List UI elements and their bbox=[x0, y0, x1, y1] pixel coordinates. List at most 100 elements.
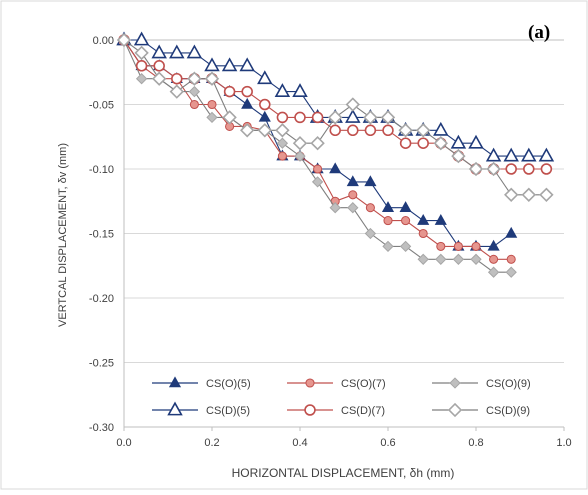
x-tick-label: 1.0 bbox=[556, 437, 571, 449]
data-point bbox=[416, 123, 431, 138]
x-tick-label: 0.2 bbox=[204, 437, 219, 449]
data-point bbox=[417, 137, 429, 149]
data-point bbox=[452, 253, 465, 265]
data-point bbox=[292, 136, 308, 151]
data-point bbox=[274, 83, 291, 98]
data-point bbox=[171, 72, 183, 85]
legend-marker bbox=[449, 377, 461, 389]
data-point bbox=[276, 137, 289, 149]
data-point bbox=[207, 99, 217, 110]
data-point bbox=[468, 134, 484, 149]
data-point bbox=[151, 44, 167, 59]
legend-label: CS(D)(7) bbox=[341, 405, 385, 417]
data-point bbox=[277, 151, 287, 161]
data-point bbox=[365, 203, 375, 213]
data-point bbox=[470, 253, 482, 265]
data-point bbox=[134, 45, 149, 61]
data-point bbox=[153, 60, 165, 72]
data-point bbox=[258, 110, 271, 122]
legend-label: CS(D)(5) bbox=[206, 405, 250, 417]
data-point bbox=[485, 147, 502, 162]
data-point bbox=[292, 83, 308, 98]
legend-item: CS(D)(9) bbox=[432, 402, 530, 418]
data-point bbox=[505, 266, 517, 278]
data-point bbox=[311, 176, 324, 188]
x-axis-label: HORIZONTAL DISPLACEMENT, δh (mm) bbox=[232, 466, 455, 480]
legend-item: CS(O)(7) bbox=[287, 378, 386, 390]
data-point bbox=[187, 71, 202, 86]
data-point bbox=[521, 187, 536, 202]
legend-marker bbox=[447, 402, 463, 418]
data-point bbox=[398, 123, 413, 138]
legend-marker bbox=[305, 378, 315, 388]
data-point bbox=[451, 148, 466, 164]
y-tick-label: -0.15 bbox=[89, 229, 114, 241]
legend: CS(O)(5) CS(O)(7) CS(O)(9) CS(D)(5) CS(D)(7)… bbox=[152, 376, 531, 418]
data-point bbox=[257, 123, 272, 138]
data-point bbox=[486, 161, 501, 177]
data-point bbox=[276, 111, 289, 124]
y-tick-label: -0.05 bbox=[89, 100, 114, 112]
data-point bbox=[382, 124, 394, 137]
legend-item: CS(D)(5) bbox=[152, 401, 250, 417]
legend-label: CS(O)(7) bbox=[341, 378, 386, 390]
data-point bbox=[538, 147, 555, 162]
data-point bbox=[489, 254, 499, 264]
data-point bbox=[521, 147, 537, 162]
data-point bbox=[399, 201, 412, 212]
data-point bbox=[381, 201, 395, 212]
data-point bbox=[328, 110, 343, 125]
data-point bbox=[505, 163, 517, 175]
legend-label: CS(D)(9) bbox=[486, 405, 530, 417]
data-point bbox=[399, 240, 412, 253]
data-point bbox=[539, 187, 554, 202]
data-point bbox=[399, 137, 412, 149]
data-point bbox=[311, 111, 324, 124]
data-point bbox=[450, 134, 467, 149]
data-point bbox=[204, 71, 220, 86]
data-point bbox=[417, 253, 429, 265]
data-point bbox=[329, 162, 342, 174]
data-point bbox=[433, 136, 448, 151]
data-point bbox=[487, 239, 500, 251]
data-point bbox=[364, 227, 377, 240]
data-point bbox=[169, 44, 185, 59]
data-point bbox=[275, 123, 290, 138]
data-point bbox=[417, 213, 430, 225]
x-tick-label: 0.6 bbox=[380, 437, 395, 449]
data-point bbox=[240, 123, 255, 138]
legend-label: CS(O)(9) bbox=[486, 378, 531, 390]
data-point bbox=[401, 216, 411, 226]
data-point bbox=[223, 85, 236, 98]
data-point bbox=[133, 31, 150, 46]
data-point bbox=[152, 71, 167, 86]
data-point bbox=[188, 85, 201, 98]
data-point bbox=[329, 202, 341, 214]
series-CS(D)(9) bbox=[116, 32, 554, 202]
data-point bbox=[239, 57, 255, 72]
x-tick-label: 0.8 bbox=[468, 437, 483, 449]
data-point bbox=[433, 121, 449, 136]
data-point bbox=[204, 57, 220, 72]
panel-label: (a) bbox=[528, 22, 550, 43]
data-point bbox=[487, 266, 500, 278]
data-point bbox=[241, 97, 254, 109]
data-point bbox=[505, 226, 518, 238]
legend-marker bbox=[167, 401, 183, 416]
legend-item: CS(O)(9) bbox=[432, 377, 531, 390]
legend-marker bbox=[168, 376, 182, 388]
y-axis-label: VERTCAL DISPLACEMENT, δv (mm) bbox=[57, 143, 69, 327]
data-point bbox=[310, 136, 325, 151]
data-point bbox=[294, 111, 306, 124]
data-point bbox=[206, 111, 218, 124]
data-point bbox=[329, 124, 341, 137]
data-point bbox=[348, 190, 358, 200]
y-tick-label: -0.10 bbox=[89, 164, 114, 176]
data-point bbox=[313, 164, 323, 174]
data-point bbox=[436, 241, 446, 251]
data-point bbox=[189, 99, 199, 110]
y-tick-label: -0.20 bbox=[89, 293, 114, 305]
series-layer bbox=[116, 31, 555, 278]
data-point bbox=[345, 97, 360, 112]
